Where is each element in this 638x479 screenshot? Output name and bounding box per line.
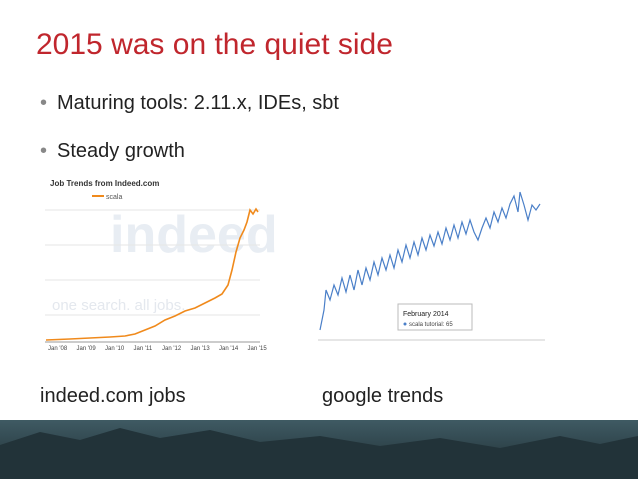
- x-label: Jan '15: [248, 346, 268, 352]
- x-label: Jan '09: [77, 346, 97, 352]
- tooltip-date: February 2014: [403, 311, 449, 318]
- x-label: Jan '13: [191, 346, 211, 352]
- legend-label: scala: [106, 194, 122, 201]
- x-label: Jan '11: [134, 346, 153, 352]
- grid: [45, 209, 260, 343]
- bullet: Steady growth: [40, 140, 185, 163]
- trend-line: [319, 191, 541, 331]
- bullet: Maturing tools: 2.11.x, IDEs, sbt: [40, 92, 339, 115]
- x-label: Jan '12: [162, 346, 182, 352]
- trend-line: [45, 207, 259, 341]
- mountains: [0, 428, 638, 479]
- caption: google trends: [322, 385, 444, 407]
- chart-title: Job Trends from Indeed.com: [50, 179, 159, 188]
- watermark-logo: indeed: [110, 206, 278, 264]
- x-label: Jan '08: [48, 346, 68, 352]
- x-label: Jan '14: [219, 346, 239, 352]
- tooltip: [397, 303, 473, 331]
- slide-title: 2015 was on the quiet side: [36, 28, 393, 61]
- caption: indeed.com jobs: [40, 385, 186, 407]
- tooltip-series: scala tutorial: 65: [409, 322, 453, 328]
- tooltip-dot: [403, 322, 407, 326]
- x-label: Jan '10: [105, 346, 125, 352]
- x-labels: Jan '08 Jan '09 Jan '10 Jan '11 Jan '12 Jan '…: [48, 346, 267, 352]
- watermark-text: one search. all jobs.: [52, 297, 185, 314]
